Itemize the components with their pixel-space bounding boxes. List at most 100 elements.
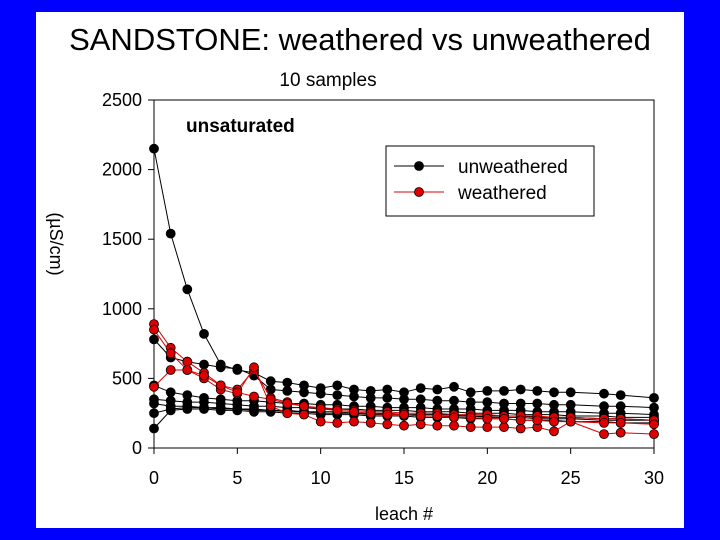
legend-marker-unweathered bbox=[414, 161, 424, 171]
data-point-unweathered bbox=[149, 143, 159, 154]
data-point-weathered bbox=[249, 391, 259, 402]
slide-title: SANDSTONE: weathered vs unweathered bbox=[69, 22, 651, 57]
data-point-unweathered bbox=[199, 328, 209, 339]
data-point-unweathered bbox=[432, 384, 443, 395]
data-point-unweathered bbox=[532, 398, 543, 409]
data-point-weathered bbox=[465, 412, 476, 423]
data-point-unweathered bbox=[415, 383, 426, 394]
legend-label-unweathered: unweathered bbox=[458, 157, 568, 178]
data-point-weathered bbox=[415, 411, 426, 421]
data-point-unweathered bbox=[499, 385, 509, 396]
data-point-weathered bbox=[282, 398, 293, 409]
data-point-weathered bbox=[565, 416, 576, 427]
data-point-weathered bbox=[549, 426, 559, 437]
legend-label-weathered: weathered bbox=[457, 183, 547, 204]
data-point-weathered bbox=[515, 415, 526, 426]
data-point-unweathered bbox=[349, 391, 359, 402]
x-tick-label: 25 bbox=[561, 468, 581, 488]
data-point-weathered bbox=[265, 394, 276, 405]
data-point-unweathered bbox=[199, 404, 209, 414]
data-point-unweathered bbox=[165, 387, 176, 398]
data-point-weathered bbox=[499, 422, 509, 433]
data-point-weathered bbox=[182, 365, 193, 375]
data-point-unweathered bbox=[215, 405, 226, 416]
x-tick-label: 5 bbox=[232, 468, 242, 488]
data-point-unweathered bbox=[432, 395, 443, 406]
data-point-unweathered bbox=[232, 405, 243, 416]
data-point-weathered bbox=[299, 409, 309, 420]
data-point-weathered bbox=[249, 362, 259, 373]
data-point-unweathered bbox=[199, 359, 209, 370]
x-tick-label: 20 bbox=[477, 468, 497, 488]
data-point-unweathered bbox=[465, 387, 476, 398]
data-point-unweathered bbox=[532, 385, 543, 396]
data-point-weathered bbox=[465, 422, 476, 433]
data-point-unweathered bbox=[332, 390, 343, 401]
chart-annotation: unsaturated bbox=[186, 116, 295, 137]
chart-subtitle: 10 samples bbox=[279, 70, 376, 91]
data-point-unweathered bbox=[149, 423, 159, 434]
data-point-unweathered bbox=[449, 395, 459, 406]
data-point-unweathered bbox=[182, 284, 193, 295]
y-tick-label: 0 bbox=[132, 438, 142, 458]
data-point-unweathered bbox=[282, 385, 293, 396]
data-point-unweathered bbox=[599, 388, 609, 399]
data-point-unweathered bbox=[549, 387, 559, 398]
data-point-weathered bbox=[382, 409, 393, 420]
y-tick-label: 1500 bbox=[102, 229, 142, 249]
legend-marker-weathered bbox=[414, 187, 424, 197]
data-point-weathered bbox=[215, 380, 226, 391]
data-point-weathered bbox=[165, 348, 176, 359]
data-point-weathered bbox=[615, 417, 626, 428]
data-point-weathered bbox=[649, 419, 659, 430]
data-point-unweathered bbox=[282, 377, 293, 388]
x-tick-label: 15 bbox=[394, 468, 414, 488]
data-point-weathered bbox=[599, 417, 609, 428]
data-point-weathered bbox=[315, 416, 326, 427]
data-point-unweathered bbox=[382, 384, 393, 395]
data-point-unweathered bbox=[149, 408, 159, 419]
data-point-weathered bbox=[649, 429, 659, 440]
data-point-weathered bbox=[399, 420, 409, 431]
y-tick-label: 1000 bbox=[102, 299, 142, 319]
data-point-weathered bbox=[482, 413, 493, 424]
x-axis-label: leach # bbox=[375, 504, 433, 524]
data-point-unweathered bbox=[315, 388, 326, 399]
data-point-unweathered bbox=[615, 390, 626, 401]
data-point-unweathered bbox=[482, 385, 493, 396]
data-point-unweathered bbox=[149, 398, 159, 409]
data-point-unweathered bbox=[165, 405, 176, 416]
data-point-weathered bbox=[349, 406, 359, 417]
x-tick-label: 10 bbox=[311, 468, 331, 488]
data-point-unweathered bbox=[215, 362, 226, 373]
data-point-weathered bbox=[515, 423, 526, 434]
data-point-weathered bbox=[315, 404, 326, 414]
data-point-unweathered bbox=[149, 334, 159, 345]
data-point-unweathered bbox=[299, 387, 309, 398]
data-point-weathered bbox=[615, 427, 626, 438]
data-point-weathered bbox=[449, 412, 459, 423]
data-point-weathered bbox=[449, 420, 459, 431]
data-point-unweathered bbox=[382, 392, 393, 403]
data-point-weathered bbox=[282, 408, 293, 419]
data-point-unweathered bbox=[482, 397, 493, 408]
x-tick-label: 30 bbox=[644, 468, 664, 488]
data-point-weathered bbox=[332, 417, 343, 428]
data-point-weathered bbox=[599, 429, 609, 440]
data-point-unweathered bbox=[165, 228, 176, 239]
data-point-weathered bbox=[549, 416, 559, 427]
y-tick-label: 500 bbox=[112, 368, 142, 388]
data-point-weathered bbox=[332, 405, 343, 416]
data-point-weathered bbox=[299, 401, 309, 412]
data-point-unweathered bbox=[399, 394, 409, 405]
data-point-weathered bbox=[365, 408, 376, 419]
data-point-weathered bbox=[432, 411, 443, 421]
y-axis-label: (µS/cm) bbox=[46, 212, 66, 275]
data-point-weathered bbox=[149, 381, 159, 392]
data-point-weathered bbox=[399, 409, 409, 420]
data-point-unweathered bbox=[182, 404, 193, 414]
legend-box bbox=[385, 145, 595, 217]
data-point-weathered bbox=[182, 356, 193, 367]
data-point-unweathered bbox=[232, 363, 243, 374]
data-point-unweathered bbox=[415, 394, 426, 405]
